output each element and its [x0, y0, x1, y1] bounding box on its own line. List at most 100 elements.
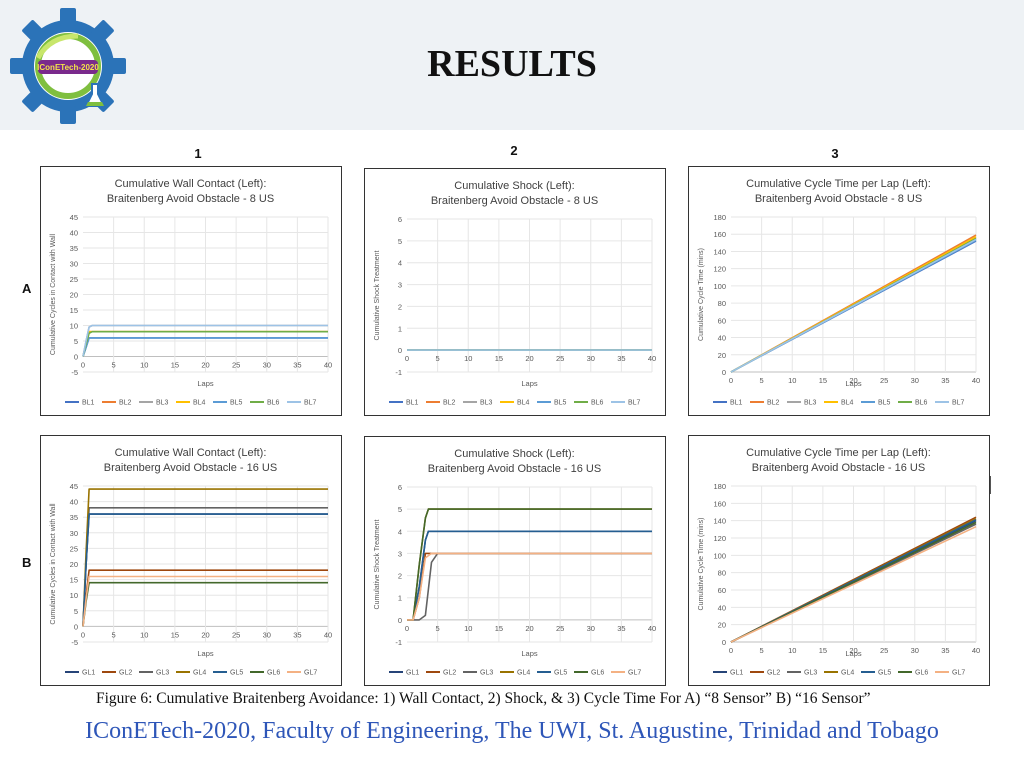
legend-label-bl1: BL1	[406, 400, 419, 407]
x-tick-label: 10	[140, 630, 148, 639]
x-tick-label: 25	[556, 624, 564, 633]
x-tick-label: 25	[880, 646, 888, 655]
x-tick-label: 10	[788, 376, 796, 385]
chart-title: Cumulative Cycle Time per Lap (Left):	[746, 447, 931, 459]
y-tick-label: 100	[713, 282, 726, 291]
chart-subtitle: Braitenberg Avoid Obstacle - 8 US	[107, 193, 274, 205]
x-tick-label: 30	[263, 630, 271, 639]
y-tick-label: 40	[718, 334, 726, 343]
legend-label-gl4: GL4	[193, 670, 206, 677]
y-tick-label: 0	[722, 368, 726, 377]
y-tick-label: 160	[713, 230, 726, 239]
legend-label-gl2: GL2	[443, 670, 456, 677]
x-tick-label: 40	[648, 624, 656, 633]
y-tick-label: 10	[70, 322, 78, 331]
legend-label-gl1: GL1	[82, 670, 95, 677]
x-tick-label: 30	[911, 376, 919, 385]
chart-shock-16us: Cumulative Shock (Left): Braitenberg Avoi…	[374, 448, 656, 677]
series-line-bl7	[730, 238, 977, 373]
y-tick-label: 25	[70, 275, 78, 284]
x-tick-label: 15	[495, 624, 503, 633]
edge-mark	[990, 476, 991, 494]
chart-panel-a3: Cumulative Cycle Time per Lap (Left): Bra…	[688, 166, 990, 416]
legend-label-bl5: BL5	[230, 400, 243, 407]
y-axis-label: Cumulative Cycles in Contact with Wall	[50, 503, 57, 625]
y-tick-label: -5	[71, 638, 78, 647]
x-tick-label: 35	[617, 624, 625, 633]
y-tick-label: 1	[398, 324, 402, 333]
y-tick-label: 180	[713, 213, 726, 222]
x-tick-label: 30	[587, 624, 595, 633]
y-tick-label: 5	[398, 505, 402, 514]
x-tick-label: 25	[556, 354, 564, 363]
legend-label-bl6: BL6	[591, 400, 604, 407]
x-axis-label: Laps	[521, 379, 538, 388]
y-tick-label: 1	[398, 594, 402, 603]
flask-icon	[84, 83, 106, 107]
y-tick-label: 15	[70, 306, 78, 315]
x-tick-label: 30	[587, 354, 595, 363]
legend-label-bl2: BL2	[767, 400, 780, 407]
x-tick-label: 5	[112, 630, 116, 639]
y-axis-label: Cumulative Cycle Time (mins)	[698, 248, 705, 341]
y-tick-label: -1	[395, 638, 402, 647]
chart-subtitle: Braitenberg Avoid Obstacle - 16 US	[752, 462, 925, 474]
legend-label-gl2: GL2	[119, 670, 132, 677]
legend-label-bl5: BL5	[554, 400, 567, 407]
legend-label-gl5: GL5	[554, 670, 567, 677]
y-tick-label: 140	[713, 247, 726, 256]
legend-label-gl5: GL5	[230, 670, 243, 677]
legend-label-bl7: BL7	[304, 400, 317, 407]
x-axis-label: Laps	[845, 379, 862, 388]
y-tick-label: 0	[74, 622, 78, 631]
legend-label-gl6: GL6	[915, 670, 928, 677]
column-label-2: 2	[510, 143, 518, 158]
x-tick-label: 10	[788, 646, 796, 655]
legend-label-gl1: GL1	[406, 670, 419, 677]
column-label-3: 3	[831, 146, 839, 161]
chart-panel-b2: Cumulative Shock (Left): Braitenberg Avoi…	[364, 436, 666, 686]
y-tick-label: 60	[718, 316, 726, 325]
legend-label-bl2: BL2	[119, 400, 132, 407]
x-tick-label: 5	[760, 646, 764, 655]
x-tick-label: 20	[849, 646, 857, 655]
header-banner: IConETech-2020 RESULTS	[0, 0, 1024, 130]
legend-label-bl2: BL2	[443, 400, 456, 407]
legend-label-bl4: BL4	[841, 400, 854, 407]
chart-panel-b1: Cumulative Wall Contact (Left): Braitenbe…	[40, 435, 342, 686]
chart-shock-8us: Cumulative Shock (Left): Braitenberg Avoi…	[374, 180, 656, 407]
legend-label-gl3: GL3	[156, 670, 169, 677]
y-tick-label: 30	[70, 260, 78, 269]
x-tick-label: 40	[324, 361, 332, 370]
y-tick-label: 2	[398, 302, 402, 311]
y-tick-label: 4	[398, 527, 402, 536]
x-tick-label: 35	[941, 376, 949, 385]
y-tick-label: 2	[398, 572, 402, 581]
x-axis-label: Laps	[845, 649, 862, 658]
row-label-b: B	[22, 555, 32, 570]
y-tick-label: 0	[722, 638, 726, 647]
y-tick-label: 40	[70, 229, 78, 238]
legend-label-gl4: GL4	[517, 670, 530, 677]
x-tick-label: 20	[525, 354, 533, 363]
x-tick-label: 5	[760, 376, 764, 385]
x-tick-label: 35	[941, 646, 949, 655]
y-tick-label: 20	[70, 291, 78, 300]
x-tick-label: 0	[729, 646, 733, 655]
y-tick-label: 80	[718, 299, 726, 308]
legend-label-bl3: BL3	[480, 400, 493, 407]
series-line-gl5	[82, 513, 328, 627]
chart-subtitle: Braitenberg Avoid Obstacle - 16 US	[104, 462, 277, 474]
y-tick-label: -5	[71, 368, 78, 377]
chart-cycle-time-16us: Cumulative Cycle Time per Lap (Left): Bra…	[698, 447, 980, 677]
y-tick-label: 3	[398, 549, 402, 558]
y-tick-label: 6	[398, 483, 402, 492]
y-axis-label: Cumulative Shock Treatment	[374, 520, 381, 610]
y-tick-label: 35	[70, 513, 78, 522]
y-tick-label: 40	[70, 498, 78, 507]
legend-label-gl3: GL3	[480, 670, 493, 677]
x-tick-label: 0	[729, 376, 733, 385]
legend-label-bl1: BL1	[730, 400, 743, 407]
series-line-bl7	[82, 324, 328, 357]
y-tick-label: 60	[718, 586, 726, 595]
